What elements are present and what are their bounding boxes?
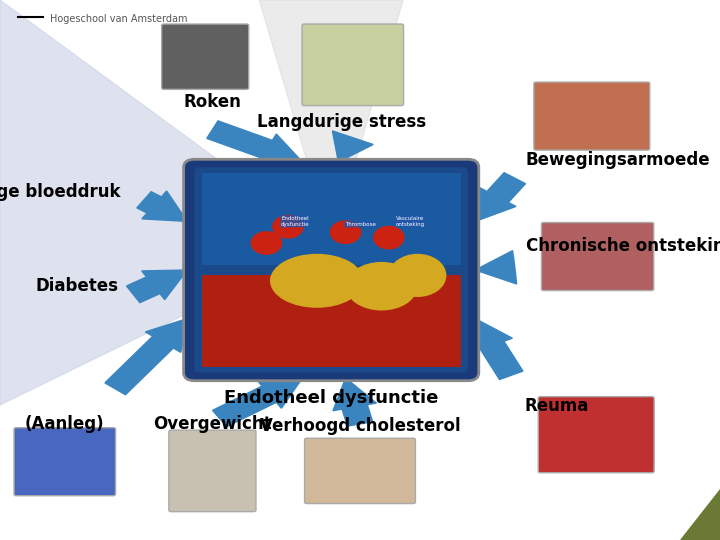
- Text: Langdurige stress: Langdurige stress: [258, 113, 426, 131]
- Text: (Aanleg): (Aanleg): [25, 415, 104, 433]
- Text: Reuma: Reuma: [524, 397, 588, 415]
- Circle shape: [330, 220, 361, 244]
- Text: Verhoogd cholesterol: Verhoogd cholesterol: [260, 417, 460, 435]
- Polygon shape: [333, 131, 373, 162]
- Bar: [202, 173, 461, 265]
- FancyBboxPatch shape: [14, 428, 115, 496]
- Polygon shape: [259, 0, 403, 243]
- Circle shape: [272, 215, 304, 239]
- FancyBboxPatch shape: [184, 159, 479, 381]
- Bar: [202, 275, 461, 367]
- Circle shape: [373, 226, 405, 249]
- FancyBboxPatch shape: [541, 222, 654, 291]
- Text: Roken: Roken: [184, 93, 241, 111]
- Text: Vasculaire
ontsteking: Vasculaire ontsteking: [396, 216, 425, 227]
- Polygon shape: [127, 270, 187, 302]
- Text: Overgewicht: Overgewicht: [153, 415, 271, 433]
- Ellipse shape: [389, 254, 446, 297]
- Polygon shape: [472, 319, 523, 380]
- Text: Endotheel dysfunctie: Endotheel dysfunctie: [224, 389, 438, 407]
- Polygon shape: [137, 191, 187, 221]
- FancyBboxPatch shape: [538, 396, 654, 473]
- Text: Endotheel
dysfunctie: Endotheel dysfunctie: [281, 216, 310, 227]
- FancyBboxPatch shape: [168, 430, 256, 512]
- Ellipse shape: [270, 254, 364, 308]
- FancyBboxPatch shape: [161, 24, 249, 89]
- Polygon shape: [680, 489, 720, 540]
- Circle shape: [251, 231, 282, 255]
- Text: Chronische ontstekingen: Chronische ontstekingen: [526, 237, 720, 255]
- Polygon shape: [105, 319, 187, 395]
- FancyBboxPatch shape: [305, 438, 415, 503]
- Text: Diabetes: Diabetes: [36, 277, 119, 295]
- Polygon shape: [0, 0, 331, 405]
- FancyBboxPatch shape: [194, 167, 468, 373]
- FancyBboxPatch shape: [302, 24, 403, 106]
- Polygon shape: [212, 378, 302, 427]
- Text: Hogeschool van Amsterdam: Hogeschool van Amsterdam: [50, 14, 188, 24]
- Text: Hoge bloeddruk: Hoge bloeddruk: [0, 183, 121, 201]
- FancyBboxPatch shape: [534, 82, 649, 150]
- Polygon shape: [333, 378, 377, 426]
- Text: Bewegingsarmoede: Bewegingsarmoede: [526, 151, 710, 169]
- Polygon shape: [475, 173, 526, 221]
- Polygon shape: [475, 251, 517, 284]
- Ellipse shape: [346, 262, 418, 310]
- Text: Thrombose: Thrombose: [345, 222, 375, 227]
- Polygon shape: [207, 121, 302, 164]
